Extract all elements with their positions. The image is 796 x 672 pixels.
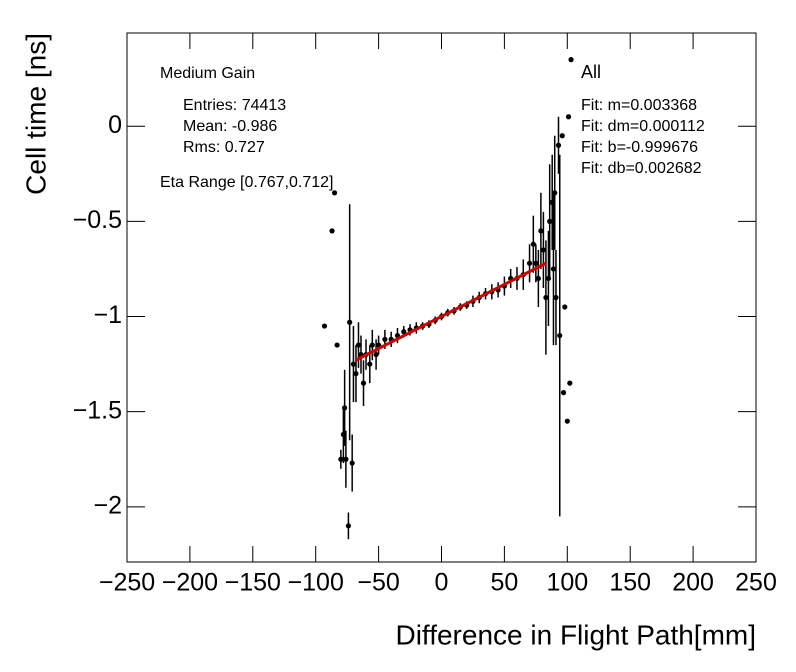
data-point bbox=[342, 405, 348, 411]
x-axis-title: Difference in Flight Path[mm] bbox=[395, 619, 756, 650]
data-point bbox=[331, 190, 338, 196]
x-tick-label: −200 bbox=[162, 569, 218, 597]
data-point bbox=[347, 319, 353, 325]
data-point bbox=[559, 133, 565, 139]
y-tick-label: −1.5 bbox=[73, 396, 122, 424]
x-tick-label: 200 bbox=[672, 569, 714, 597]
fit-line bbox=[355, 261, 547, 362]
data-point bbox=[401, 329, 407, 335]
x-tick-label: −50 bbox=[357, 569, 399, 597]
fit-note: Fit: m=0.003368 bbox=[581, 97, 697, 114]
stats-note: Rms: 0.727 bbox=[183, 139, 265, 156]
data-point bbox=[338, 456, 344, 462]
data-point bbox=[565, 114, 572, 120]
data-point bbox=[555, 142, 562, 148]
x-tick-label: −100 bbox=[288, 569, 344, 597]
data-point bbox=[538, 228, 544, 234]
stats-note: Entries: 74413 bbox=[183, 97, 286, 114]
data-point bbox=[355, 342, 362, 348]
x-tick-label: 100 bbox=[546, 569, 588, 597]
x-tick-label: 0 bbox=[435, 569, 449, 597]
y-tick-label: −0.5 bbox=[73, 206, 122, 234]
data-point bbox=[329, 228, 335, 234]
x-tick-label: −150 bbox=[225, 569, 281, 597]
data-point bbox=[552, 190, 558, 196]
data-point bbox=[568, 57, 574, 63]
data-point bbox=[553, 294, 559, 301]
stats-note: Medium Gain bbox=[160, 65, 255, 82]
data-point bbox=[334, 342, 340, 348]
stats-note: Eta Range [0.767,0.712] bbox=[160, 174, 333, 191]
data-point bbox=[350, 361, 357, 367]
data-point bbox=[360, 380, 367, 386]
fit-note: Fit: b=-0.999676 bbox=[581, 139, 698, 156]
data-point bbox=[557, 332, 563, 339]
data-point bbox=[373, 351, 379, 358]
data-point bbox=[562, 304, 568, 310]
y-tick-label: −1 bbox=[93, 301, 122, 329]
y-tick-label: 0 bbox=[108, 111, 122, 139]
data-point bbox=[345, 523, 352, 529]
data-point bbox=[560, 390, 567, 396]
data-point bbox=[547, 218, 553, 224]
x-tick-label: −250 bbox=[99, 569, 155, 597]
y-tick-label: −2 bbox=[93, 491, 122, 519]
fit-note: Fit: dm=0.000112 bbox=[581, 118, 705, 135]
data-point bbox=[321, 323, 328, 329]
data-point bbox=[567, 380, 573, 386]
data-point bbox=[530, 241, 536, 247]
data-point bbox=[353, 371, 359, 377]
data-point bbox=[543, 294, 549, 301]
data-point bbox=[382, 336, 388, 342]
fit-note: All bbox=[581, 62, 601, 82]
x-tick-label: 250 bbox=[735, 569, 777, 597]
data-point bbox=[540, 247, 546, 253]
data-point bbox=[535, 275, 541, 282]
stats-note: Mean: -0.986 bbox=[183, 118, 277, 135]
data-point bbox=[367, 361, 373, 367]
y-axis-title: Cell time [ns] bbox=[20, 33, 51, 195]
data-point bbox=[564, 418, 570, 424]
data-point bbox=[526, 260, 533, 266]
data-point bbox=[550, 266, 557, 272]
data-point bbox=[369, 342, 375, 348]
fit-note: Fit: db=0.002682 bbox=[581, 160, 702, 177]
x-tick-label: 50 bbox=[490, 569, 518, 597]
data-point bbox=[533, 260, 539, 266]
x-tick-label: 150 bbox=[609, 569, 651, 597]
data-point bbox=[349, 460, 355, 466]
data-point bbox=[343, 456, 349, 462]
